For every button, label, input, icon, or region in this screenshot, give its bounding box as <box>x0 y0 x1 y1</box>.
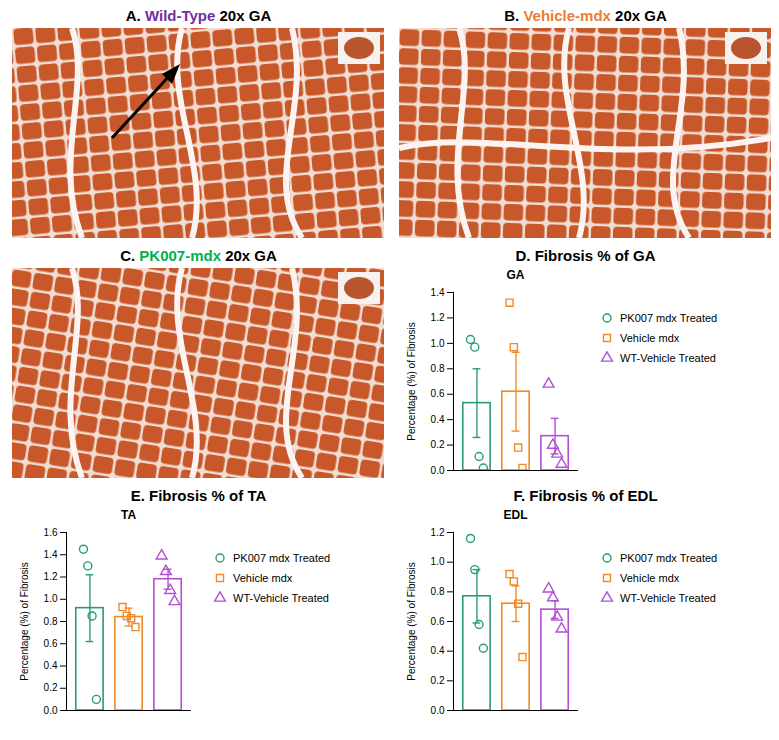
svg-text:Percentage (%) of Fibrosis: Percentage (%) of Fibrosis <box>406 322 417 440</box>
svg-text:1.0: 1.0 <box>431 338 445 349</box>
html-text:PK007 mdx Treated: PK007 mdx Treated <box>620 552 718 564</box>
svg-text:0.0: 0.0 <box>431 465 445 476</box>
svg-text:0.6: 0.6 <box>44 638 58 649</box>
svg-text:0.6: 0.6 <box>431 616 445 627</box>
svg-text:1.6: 1.6 <box>44 527 58 538</box>
html-text:PK007 mdx Treated: PK007 mdx Treated <box>233 552 331 564</box>
html-text:WT-Vehicle Treated: WT-Vehicle Treated <box>620 352 716 364</box>
svg-text:0.4: 0.4 <box>431 645 445 656</box>
html-text:F. Fibrosis % of EDL: F. Fibrosis % of EDL <box>513 487 658 504</box>
svg-text:1.4: 1.4 <box>44 549 58 560</box>
svg-text:0.8: 0.8 <box>44 616 58 627</box>
svg-text:0.8: 0.8 <box>431 586 445 597</box>
svg-text:Percentage (%) of Fibrosis: Percentage (%) of Fibrosis <box>406 562 417 680</box>
html-text:Vehicle mdx: Vehicle mdx <box>233 572 293 584</box>
svg-text:0.8: 0.8 <box>431 363 445 374</box>
html-text:B. Vehicle-mdx 20x GA: B. Vehicle-mdx 20x GA <box>504 7 667 24</box>
html-text:C. PK007-mdx 20x GA: C. PK007-mdx 20x GA <box>120 247 277 264</box>
svg-text:0.2: 0.2 <box>431 439 445 450</box>
svg-text:1.2: 1.2 <box>431 312 445 323</box>
html-text:GA: GA <box>506 268 525 282</box>
html-text:EDL: EDL <box>503 508 528 522</box>
svg-text:1.2: 1.2 <box>44 571 58 582</box>
svg-text:1.2: 1.2 <box>431 527 445 538</box>
svg-text:1.0: 1.0 <box>44 593 58 604</box>
svg-text:1.4: 1.4 <box>431 287 445 298</box>
svg-text:1.0: 1.0 <box>431 556 445 567</box>
html-text:TA: TA <box>120 508 136 522</box>
html-text:PK007 mdx Treated: PK007 mdx Treated <box>620 312 718 324</box>
html-text:Vehicle mdx: Vehicle mdx <box>620 332 680 344</box>
html-text:A. Wild-Type 20x GA: A. Wild-Type 20x GA <box>125 7 272 24</box>
svg-text:0.2: 0.2 <box>44 682 58 693</box>
svg-text:0.0: 0.0 <box>431 705 445 716</box>
svg-text:0.6: 0.6 <box>431 388 445 399</box>
html-text:D. Fibrosis % of GA: D. Fibrosis % of GA <box>515 247 656 264</box>
svg-text:0.4: 0.4 <box>431 414 445 425</box>
html-text:WT-Vehicle Treated: WT-Vehicle Treated <box>620 592 716 604</box>
svg-text:0.2: 0.2 <box>431 675 445 686</box>
svg-text:0.0: 0.0 <box>44 705 58 716</box>
html-text:E. Fibrosis % of TA: E. Fibrosis % of TA <box>130 487 267 504</box>
svg-text:Percentage (%) of Fibrosis: Percentage (%) of Fibrosis <box>19 562 30 680</box>
html-text:Vehicle mdx: Vehicle mdx <box>620 572 680 584</box>
html-text:WT-Vehicle Treated: WT-Vehicle Treated <box>233 592 329 604</box>
svg-text:0.4: 0.4 <box>44 660 58 671</box>
